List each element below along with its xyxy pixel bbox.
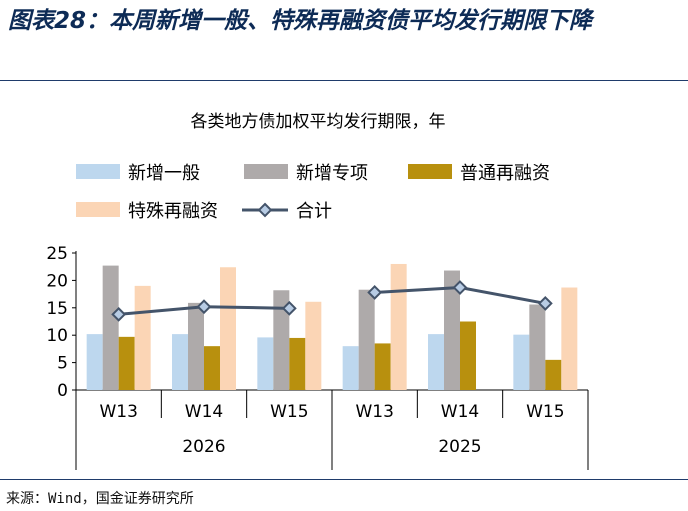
x-tick-label: W15 — [526, 402, 564, 422]
legend-label-1: 新增专项 — [296, 163, 368, 184]
legend-swatch-3 — [76, 202, 120, 217]
bar-series-2-4 — [460, 321, 476, 390]
bar-series-2-2 — [289, 337, 306, 390]
y-tick-label: 5 — [57, 354, 68, 374]
chart-title: 各类地方债加权平均发行期限，年 — [191, 112, 446, 132]
bar-series-1-0 — [102, 265, 119, 390]
x-tick-label: W13 — [355, 402, 393, 422]
legend-label-2: 普通再融资 — [460, 163, 550, 184]
bar-series-3-0 — [134, 285, 151, 390]
bar-series-1-4 — [444, 270, 460, 390]
y-tick-label: 0 — [57, 381, 68, 401]
bar-series-3-2 — [305, 301, 322, 390]
line-total-point-5 — [537, 296, 553, 311]
legend-swatch-1 — [244, 164, 288, 179]
bar-series-1-1 — [188, 302, 204, 390]
bar-series-0-0 — [86, 334, 103, 390]
legend-swatch-2 — [408, 164, 452, 179]
line-total-point-2 — [281, 300, 297, 316]
bar-series-2-5 — [545, 359, 562, 390]
x-tick-label: W13 — [99, 402, 137, 422]
figure-title: 图表28：本周新增一般、特殊再融资债平均发行期限下降 — [8, 8, 593, 34]
line-total-point-3 — [367, 285, 383, 300]
bar-series-3-3 — [390, 263, 407, 390]
bar-series-0-5 — [513, 334, 530, 390]
y-tick-label: 15 — [46, 299, 68, 319]
x-tick-label: W14 — [441, 402, 479, 422]
line-total-point-1 — [196, 299, 212, 315]
line-total-point-0 — [111, 306, 127, 322]
source-note: 来源：Wind，国金证券研究所 — [6, 491, 194, 507]
x-tick-label: W15 — [270, 402, 308, 422]
legend-marker-4 — [257, 202, 273, 218]
title-rule — [0, 80, 688, 81]
bar-series-3-1 — [220, 267, 236, 390]
legend-swatch-0 — [76, 164, 120, 179]
bar-series-1-3 — [358, 289, 375, 390]
bar-series-2-1 — [204, 346, 220, 390]
bar-series-1-5 — [529, 304, 546, 390]
y-tick-label: 10 — [46, 326, 68, 346]
bar-series-0-2 — [257, 337, 274, 390]
bar-series-0-4 — [428, 334, 444, 390]
source-rule — [0, 479, 688, 480]
legend-label-4: 合计 — [296, 201, 332, 222]
x-tick-label: W14 — [185, 402, 223, 422]
y-tick-label: 25 — [46, 244, 68, 264]
bar-series-2-0 — [118, 336, 135, 390]
legend-label-0: 新增一般 — [128, 163, 200, 184]
bar-series-0-1 — [172, 334, 188, 390]
legend-label-3: 特殊再融资 — [128, 201, 218, 222]
group-label: 2025 — [438, 437, 481, 457]
line-total-point-4 — [452, 280, 468, 295]
bar-series-2-3 — [374, 343, 391, 390]
bar-series-0-3 — [342, 346, 359, 390]
y-tick-label: 20 — [46, 271, 68, 291]
group-label: 2026 — [182, 437, 225, 457]
bar-series-3-5 — [561, 287, 578, 390]
bar-series-1-2 — [273, 290, 290, 390]
